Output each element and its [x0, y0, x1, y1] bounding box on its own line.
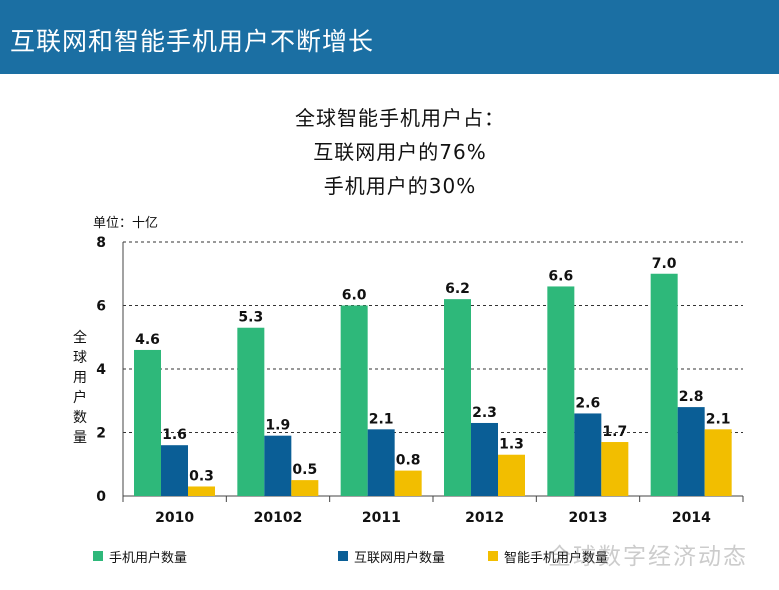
legend-swatch-smartphone [488, 551, 498, 561]
bar [291, 480, 319, 496]
data-label: 2.6 [575, 395, 600, 411]
bar [677, 407, 705, 496]
subtitle-line-2: 互联网用户的76% [313, 140, 487, 164]
bar [498, 454, 525, 496]
data-label: 2.3 [472, 405, 497, 421]
legend-item-internet: 互联网用户数量 [338, 547, 446, 566]
data-label: 1.9 [265, 418, 290, 434]
watermark: 全球数字经济动态 [548, 544, 748, 570]
data-label: 5.3 [238, 310, 263, 326]
data-label: 0.3 [189, 468, 214, 484]
legend-label-internet: 互联网用户数量 [354, 550, 446, 566]
data-label: 1.7 [602, 424, 627, 440]
page-title: 互联网和智能手机用户不断增长 [10, 27, 375, 56]
bar [188, 486, 215, 496]
data-label: 1.3 [499, 437, 524, 453]
data-label: 0.5 [292, 462, 317, 478]
header-bar: 互联网和智能手机用户不断增长 [0, 0, 779, 74]
data-label: 2.1 [706, 411, 731, 427]
bar [574, 413, 602, 496]
legend-label-smartphone: 智能手机用户数量 [504, 550, 609, 566]
legend-item-mobile: 手机用户数量 [93, 547, 188, 566]
x-tick-label: 20102 [254, 510, 303, 526]
data-label: 6.0 [342, 288, 367, 304]
subtitle-line-3: 手机用户的30% [323, 174, 477, 198]
bar [340, 305, 368, 496]
y-tick-label: 8 [96, 235, 106, 251]
bar [134, 349, 161, 496]
data-label: 1.6 [162, 427, 187, 443]
bar [601, 442, 629, 496]
y-tick-label: 4 [96, 362, 106, 378]
bar [264, 435, 292, 496]
data-label: 6.2 [445, 281, 470, 297]
data-label: 6.6 [548, 268, 573, 284]
y-tick-label: 0 [96, 489, 106, 505]
bar [650, 273, 678, 496]
bar [547, 286, 575, 496]
data-label: 0.8 [396, 453, 421, 469]
data-label: 2.8 [679, 389, 704, 405]
legend-swatch-internet [338, 551, 348, 561]
bar [161, 445, 188, 496]
data-label: 4.6 [135, 332, 160, 348]
bar [237, 327, 265, 496]
data-label: 7.0 [652, 256, 677, 272]
subtitle-line-1: 全球智能手机用户占： [295, 106, 505, 130]
y-tick-label: 2 [96, 426, 106, 442]
legend-swatch-mobile [93, 551, 103, 561]
x-tick-label: 2011 [362, 510, 401, 526]
x-tick-label: 2013 [569, 510, 608, 526]
bar [367, 429, 395, 496]
data-label: 2.1 [369, 411, 394, 427]
x-tick-label: 2014 [672, 510, 711, 526]
bar [704, 429, 732, 496]
y-tick-label: 6 [96, 299, 106, 315]
x-tick-label: 2012 [465, 510, 504, 526]
y-axis-label: 全球用户数量 [73, 330, 87, 446]
unit-label: 单位：十亿 [93, 216, 159, 231]
bar [471, 422, 498, 496]
x-tick-label: 2010 [155, 510, 194, 526]
legend-item-smartphone: 智能手机用户数量 [488, 547, 609, 566]
bar [394, 470, 422, 496]
legend-label-mobile: 手机用户数量 [109, 550, 188, 566]
bar [444, 299, 471, 496]
